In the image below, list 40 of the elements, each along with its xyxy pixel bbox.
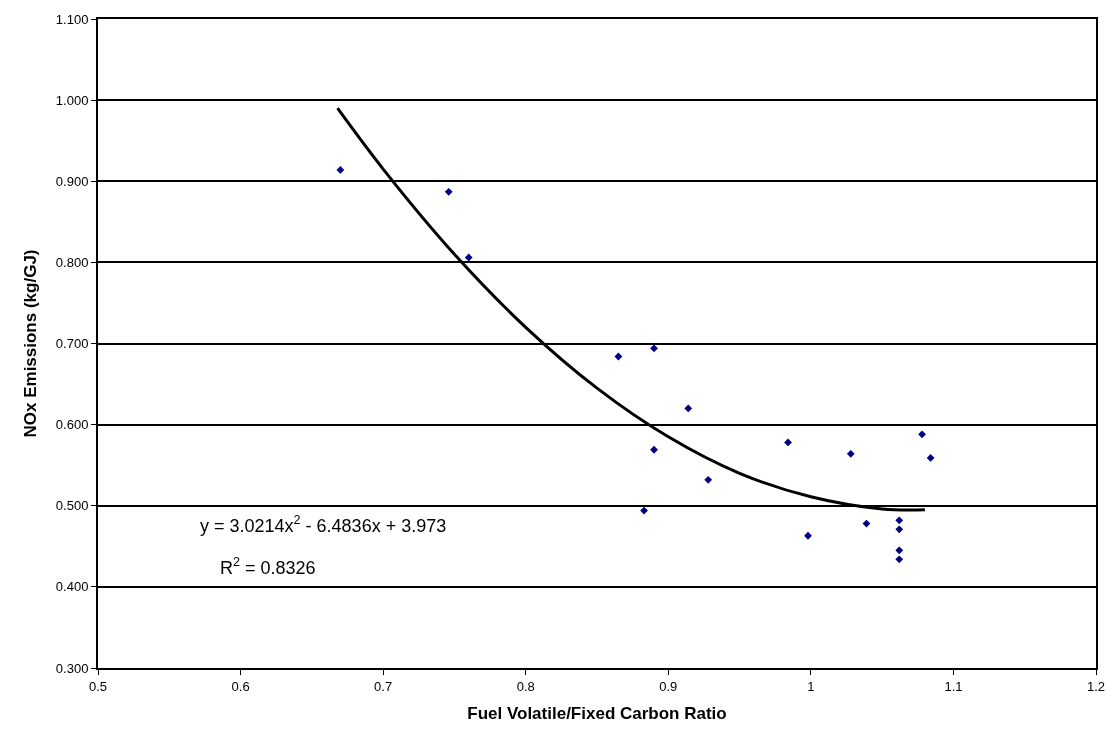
y-tick-label: 0.900 — [55, 173, 89, 189]
y-tick-label: 0.600 — [55, 417, 89, 433]
point — [640, 506, 648, 515]
point — [846, 449, 855, 458]
point — [895, 525, 904, 534]
point — [464, 253, 473, 262]
y-tick-label: 0.500 — [55, 498, 89, 514]
point — [650, 445, 658, 454]
point — [704, 475, 713, 484]
point — [804, 531, 812, 540]
point — [444, 187, 453, 196]
point — [684, 404, 693, 413]
y-tick-label: 0.300 — [55, 660, 89, 676]
annotation: y = 3.0214x$^{2}$ - 6.4836x + 3.973 — [200, 513, 447, 536]
point — [862, 519, 871, 528]
x-tick-label: 0.5 — [88, 678, 108, 694]
y-tick-label: 1.100 — [55, 11, 89, 27]
x-axis-title: Fuel Volatile/Fixed Carbon Ratio — [467, 704, 727, 724]
point — [926, 453, 935, 462]
point — [895, 516, 904, 525]
y-tick-label: 0.700 — [55, 336, 89, 352]
x-tick-label: 0.9 — [659, 678, 678, 694]
y-tick-label: 1.000 — [55, 92, 89, 108]
point — [918, 430, 926, 439]
point — [895, 546, 904, 555]
point — [895, 555, 904, 564]
y-tick-label: 0.400 — [55, 579, 89, 595]
point — [614, 352, 623, 361]
x-tick-label: 0.8 — [516, 678, 535, 694]
x-tick-label: 1.2 — [1086, 678, 1106, 694]
point — [650, 344, 658, 353]
x-tick-label: 1 — [807, 678, 815, 694]
x-tick-label: 0.7 — [374, 678, 393, 694]
annotation: R$^{2}$ = 0.8326 — [220, 555, 316, 578]
y-tick-label: 0.800 — [55, 254, 89, 270]
x-tick-label: 1.1 — [944, 678, 963, 694]
point — [336, 165, 345, 174]
x-tick-label: 0.6 — [231, 678, 250, 694]
y-axis-title: NOx Emissions (kg/GJ) — [20, 249, 40, 438]
point — [784, 438, 792, 447]
